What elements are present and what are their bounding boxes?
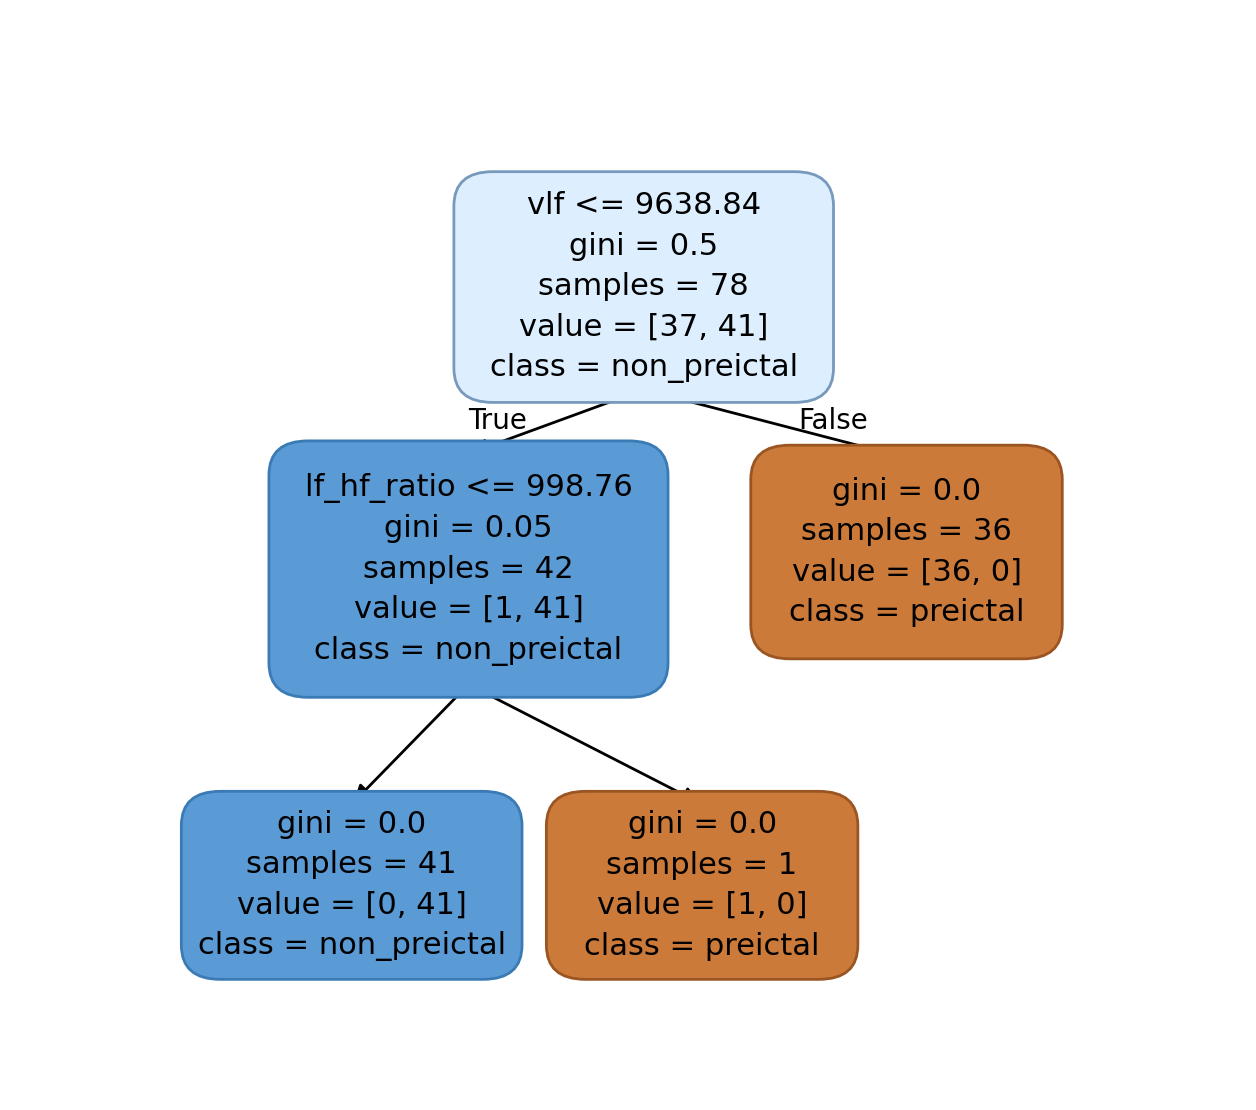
Text: False: False [799, 406, 868, 435]
FancyBboxPatch shape [181, 791, 522, 979]
Text: True: True [468, 406, 528, 435]
Text: gini = 0.0
samples = 36
value = [36, 0]
class = preictal: gini = 0.0 samples = 36 value = [36, 0] … [789, 477, 1025, 627]
Text: gini = 0.0
samples = 1
value = [1, 0]
class = preictal: gini = 0.0 samples = 1 value = [1, 0] cl… [584, 810, 820, 960]
FancyBboxPatch shape [751, 445, 1063, 659]
Text: vlf <= 9638.84
gini = 0.5
samples = 78
value = [37, 41]
class = non_preictal: vlf <= 9638.84 gini = 0.5 samples = 78 v… [490, 191, 798, 383]
Text: gini = 0.0
samples = 41
value = [0, 41]
class = non_preictal: gini = 0.0 samples = 41 value = [0, 41] … [197, 809, 506, 961]
FancyBboxPatch shape [546, 791, 858, 979]
Text: lf_hf_ratio <= 998.76
gini = 0.05
samples = 42
value = [1, 41]
class = non_preic: lf_hf_ratio <= 998.76 gini = 0.05 sample… [305, 473, 632, 666]
FancyBboxPatch shape [269, 441, 668, 697]
FancyBboxPatch shape [453, 172, 834, 403]
